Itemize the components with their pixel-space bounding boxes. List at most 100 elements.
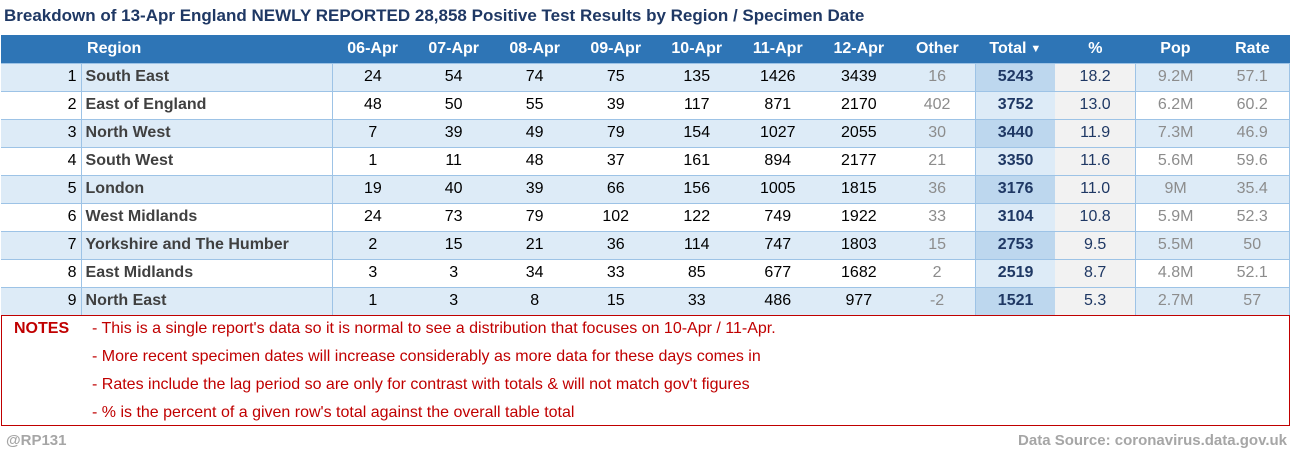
note-line: - This is a single report's data so it i… [92,320,776,337]
value-cell: 15 [575,286,657,316]
value-cell: 8 [494,286,576,316]
value-cell: 1815 [818,174,900,204]
value-cell: 49 [494,118,576,148]
note-line: - % is the percent of a given row's tota… [92,404,575,421]
rate-cell: 50 [1215,230,1291,260]
rate-cell: 46.9 [1215,118,1291,148]
sort-descending-icon[interactable]: ▼ [1030,42,1042,55]
region-cell: North West [81,118,333,148]
rank-cell: 3 [1,118,82,148]
value-cell: 1 [331,286,414,316]
rate-header[interactable]: Rate [1215,35,1290,63]
percent-cell: 9.5 [1055,230,1136,260]
pop-cell: 5.9M [1134,202,1216,232]
date-header[interactable]: 06-Apr [332,35,414,63]
table-row[interactable]: 1 South East 24 54 74 75 135 1426 3439 16 5243 18.2… [1,62,1291,92]
total-cell: 3176 [974,174,1056,204]
other-header[interactable]: Other [899,35,976,63]
total-cell: 1521 [974,286,1056,316]
date-header[interactable]: 09-Apr [575,35,657,63]
value-cell: 33 [575,258,657,288]
value-cell: 79 [494,202,576,232]
region-cell: South West [81,146,333,176]
value-cell: 2177 [818,146,900,176]
value-cell: 154 [656,118,738,148]
table-row[interactable]: 8 East Midlands 3 3 34 33 85 677 1682 2 2519 8.7 4.8… [1,258,1291,288]
results-table: Region 06-Apr 07-Apr 08-Apr 09-Apr 10-Ap… [1,35,1291,316]
table-row[interactable]: 7 Yorkshire and The Humber 2 15 21 36 114 747 18… [1,230,1291,260]
value-cell: 19 [331,174,414,204]
percent-cell: 11.0 [1055,174,1136,204]
value-cell: 156 [656,174,738,204]
pop-cell: 7.3M [1134,118,1216,148]
date-header[interactable]: 11-Apr [737,35,819,63]
percent-cell: 13.0 [1055,90,1136,120]
region-header[interactable]: Region [81,35,333,63]
value-cell: 3 [413,286,495,316]
value-cell: 747 [737,230,819,260]
region-cell: South East [81,62,333,92]
value-cell: 486 [737,286,819,316]
value-cell: 114 [656,230,738,260]
pop-cell: 5.5M [1134,230,1216,260]
value-cell: 135 [656,62,738,92]
date-header[interactable]: 08-Apr [494,35,576,63]
pop-cell: 6.2M [1134,90,1216,120]
total-cell: 2753 [974,230,1056,260]
value-cell: 48 [494,146,576,176]
other-cell: 2 [899,258,976,288]
value-cell: 871 [737,90,819,120]
percent-cell: 11.6 [1055,146,1136,176]
value-cell: 1 [331,146,414,176]
value-cell: 74 [494,62,576,92]
total-header-label: Total [989,39,1027,57]
total-cell: 3752 [974,90,1056,120]
other-cell: 30 [899,118,976,148]
total-cell: 3104 [974,202,1056,232]
value-cell: 48 [331,90,414,120]
total-cell: 5243 [974,62,1056,92]
table-header-row: Region 06-Apr 07-Apr 08-Apr 09-Apr 10-Ap… [1,35,1290,63]
value-cell: 54 [413,62,495,92]
other-cell: 21 [899,146,976,176]
rate-cell: 60.2 [1215,90,1291,120]
total-cell: 2519 [974,258,1056,288]
date-header[interactable]: 12-Apr [818,35,900,63]
percent-header[interactable]: % [1055,35,1136,63]
value-cell: 102 [575,202,657,232]
rate-cell: 52.1 [1215,258,1291,288]
table-row[interactable]: 4 South West 1 11 48 37 161 894 2177 21 3350 11.6 5.… [1,146,1291,176]
pop-cell: 9M [1134,174,1216,204]
table-row[interactable]: 9 North East 1 3 8 15 33 486 977 -2 1521 5.3 2.7M 57 [1,286,1291,316]
total-header[interactable]: Total ▼ [975,35,1056,63]
region-cell: London [81,174,333,204]
table-row[interactable]: 2 East of England 48 50 55 39 117 871 2170 402 375… [1,90,1291,120]
rank-cell: 8 [1,258,82,288]
region-cell: East Midlands [81,258,333,288]
value-cell: 2055 [818,118,900,148]
pop-header[interactable]: Pop [1135,35,1216,63]
percent-cell: 5.3 [1055,286,1136,316]
region-cell: North East [81,286,333,316]
note-line: - More recent specimen dates will increa… [92,348,761,365]
value-cell: 122 [656,202,738,232]
table-row[interactable]: 6 West Midlands 24 73 79 102 122 749 1922 33 3104 1… [1,202,1291,232]
table-row[interactable]: 3 North West 7 39 49 79 154 1027 2055 30 3440 11.9 7… [1,118,1291,148]
page-title: Breakdown of 13-Apr England NEWLY REPORT… [4,6,865,25]
pop-cell: 4.8M [1134,258,1216,288]
rank-cell: 9 [1,286,82,316]
value-cell: 39 [413,118,495,148]
date-header[interactable]: 07-Apr [413,35,495,63]
value-cell: 11 [413,146,495,176]
pop-cell: 9.2M [1134,62,1216,92]
value-cell: 3 [413,258,495,288]
value-cell: 34 [494,258,576,288]
data-source: Data Source: coronavirus.data.gov.uk [1018,432,1287,449]
table-row[interactable]: 5 London 19 40 39 66 156 1005 1815 36 3176 11.0 9M 35… [1,174,1291,204]
value-cell: 1922 [818,202,900,232]
other-cell: 15 [899,230,976,260]
value-cell: 21 [494,230,576,260]
date-header[interactable]: 10-Apr [656,35,738,63]
value-cell: 39 [494,174,576,204]
rank-header [1,35,82,63]
